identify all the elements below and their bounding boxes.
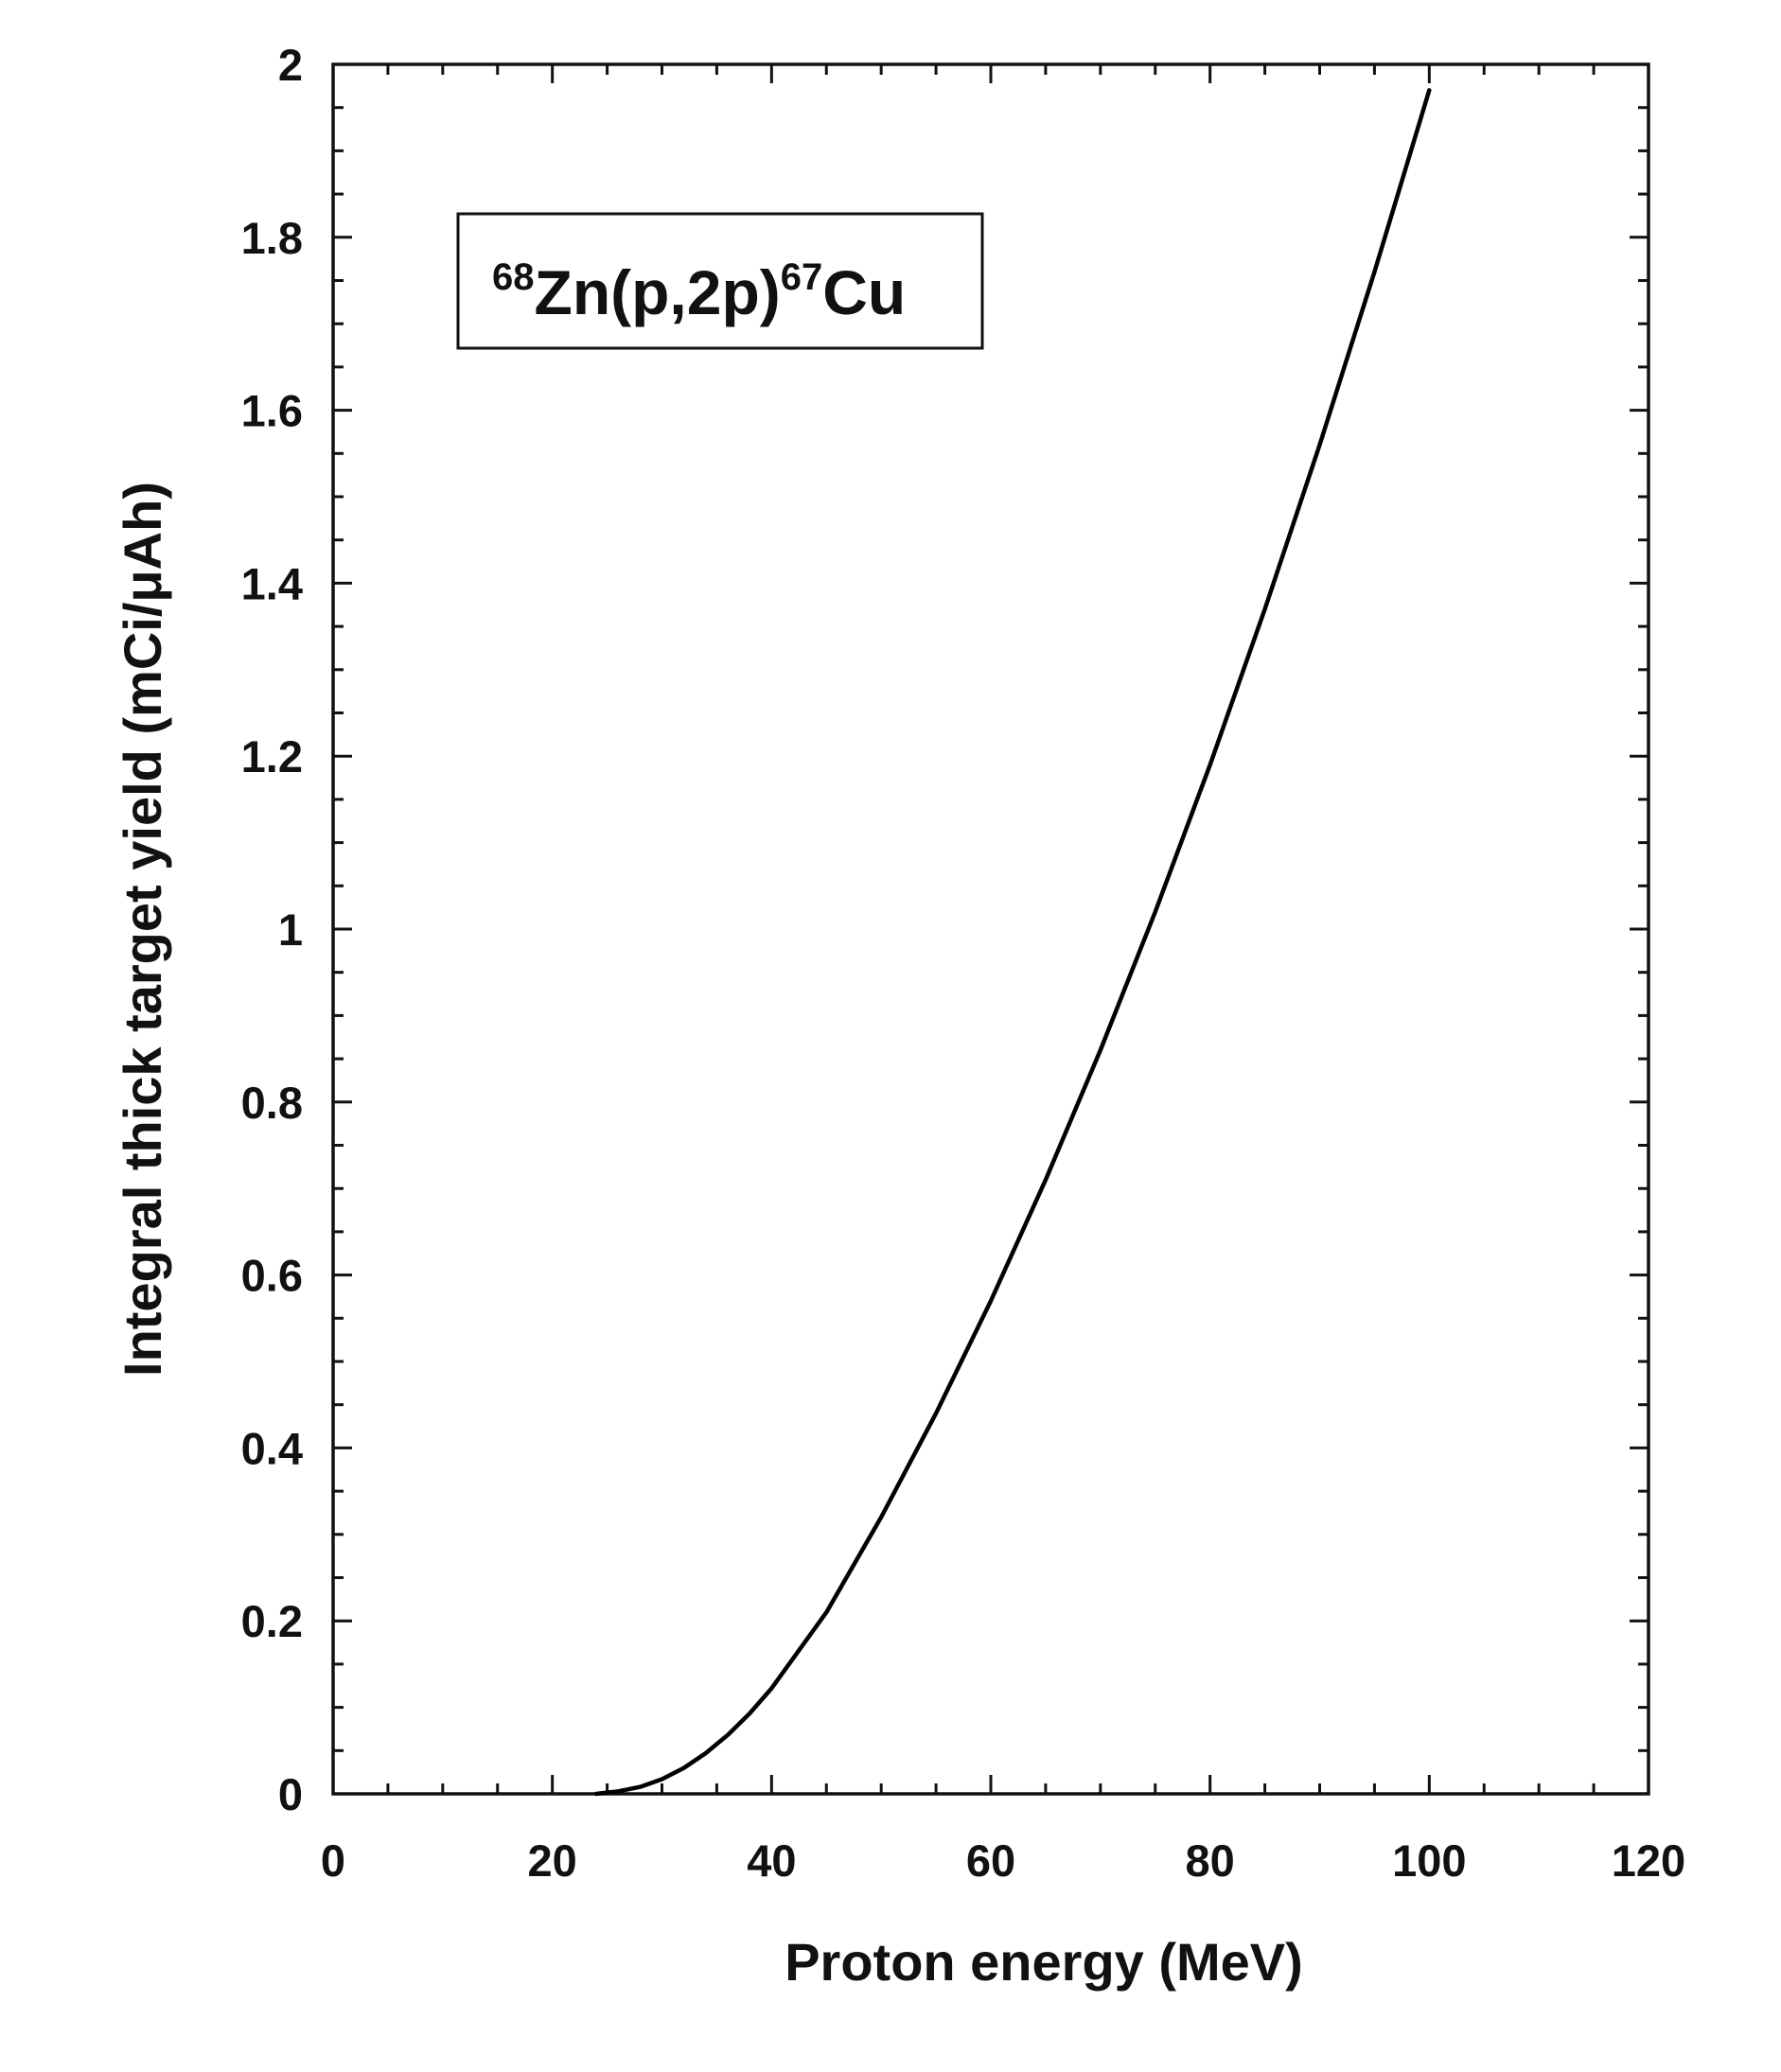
x-tick-label: 80 [1186, 1835, 1235, 1886]
series-layer [593, 88, 1432, 1797]
y-tick-label: 1.6 [241, 386, 303, 436]
y-tick-label: 0.4 [241, 1423, 303, 1473]
x-axis-title: Proton energy (MeV) [785, 1932, 1303, 1992]
legend-box: 68Zn(p,2p)67Cu [456, 212, 984, 350]
x-axis-tick-labels: 0 20 40 60 80 100 120 [321, 1835, 1685, 1886]
y-axis-ticks [333, 62, 1649, 1796]
y-tick-label: 2 [278, 40, 303, 90]
y-axis-tick-labels: 0 0.2 0.4 0.6 0.8 1 1.2 1.4 1.6 1.8 2 [241, 40, 303, 1819]
x-tick-label: 0 [321, 1835, 345, 1886]
y-tick-label: 0.2 [241, 1596, 303, 1646]
legend-label: 68Zn(p,2p)67Cu [492, 256, 906, 327]
y-tick-label: 1 [278, 904, 303, 955]
y-axis-title: Integral thick target yield (mCi/μAh) [113, 482, 172, 1377]
x-tick-label: 20 [528, 1835, 577, 1886]
legend-sup-2: 67 [781, 256, 823, 298]
y-tick-label: 1.8 [241, 213, 303, 263]
x-tick-label: 120 [1612, 1835, 1685, 1886]
y-tick-label: 1.2 [241, 731, 303, 781]
series-line [593, 88, 1432, 1797]
legend-main-2: Cu [822, 257, 906, 327]
legend-main-1: Zn(p,2p) [535, 257, 781, 327]
x-tick-label: 60 [966, 1835, 1015, 1886]
legend-sup-1: 68 [492, 256, 535, 298]
x-axis-ticks [331, 64, 1650, 1794]
legend-frame [456, 212, 984, 350]
x-tick-label: 100 [1392, 1835, 1466, 1886]
y-tick-label: 1.4 [241, 558, 303, 608]
y-tick-label: 0.8 [241, 1078, 303, 1128]
y-tick-label: 0.6 [241, 1251, 303, 1301]
y-tick-label: 0 [278, 1769, 303, 1819]
x-tick-label: 40 [747, 1835, 796, 1886]
